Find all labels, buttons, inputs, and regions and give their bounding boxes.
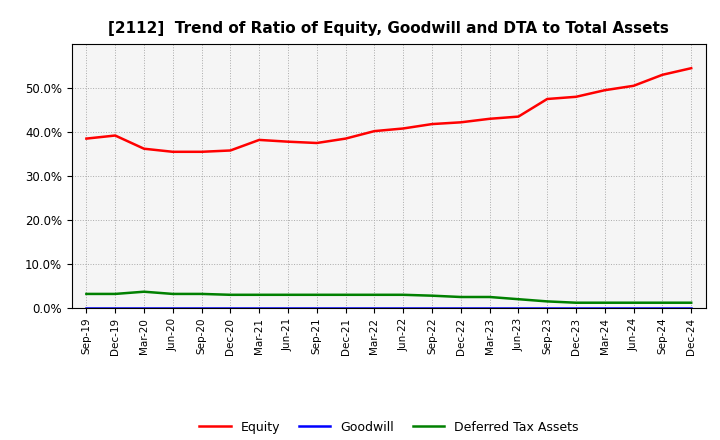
- Deferred Tax Assets: [514, 297, 523, 302]
- Goodwill: [428, 305, 436, 311]
- Deferred Tax Assets: [111, 291, 120, 297]
- Goodwill: [514, 305, 523, 311]
- Goodwill: [197, 305, 206, 311]
- Deferred Tax Assets: [341, 292, 350, 297]
- Equity: [255, 137, 264, 143]
- Goodwill: [485, 305, 494, 311]
- Deferred Tax Assets: [197, 291, 206, 297]
- Equity: [399, 126, 408, 131]
- Goodwill: [399, 305, 408, 311]
- Goodwill: [284, 305, 292, 311]
- Equity: [428, 121, 436, 127]
- Goodwill: [658, 305, 667, 311]
- Line: Equity: Equity: [86, 68, 691, 152]
- Goodwill: [687, 305, 696, 311]
- Equity: [485, 116, 494, 121]
- Equity: [111, 133, 120, 138]
- Equity: [514, 114, 523, 119]
- Deferred Tax Assets: [140, 289, 148, 294]
- Goodwill: [255, 305, 264, 311]
- Equity: [572, 94, 580, 99]
- Equity: [312, 140, 321, 146]
- Equity: [341, 136, 350, 141]
- Goodwill: [226, 305, 235, 311]
- Goodwill: [600, 305, 609, 311]
- Deferred Tax Assets: [168, 291, 177, 297]
- Equity: [197, 149, 206, 154]
- Equity: [226, 148, 235, 153]
- Goodwill: [341, 305, 350, 311]
- Deferred Tax Assets: [428, 293, 436, 298]
- Deferred Tax Assets: [255, 292, 264, 297]
- Deferred Tax Assets: [226, 292, 235, 297]
- Deferred Tax Assets: [82, 291, 91, 297]
- Deferred Tax Assets: [312, 292, 321, 297]
- Equity: [140, 146, 148, 151]
- Goodwill: [629, 305, 638, 311]
- Deferred Tax Assets: [572, 300, 580, 305]
- Equity: [687, 66, 696, 71]
- Legend: Equity, Goodwill, Deferred Tax Assets: Equity, Goodwill, Deferred Tax Assets: [194, 416, 583, 439]
- Equity: [456, 120, 465, 125]
- Deferred Tax Assets: [370, 292, 379, 297]
- Deferred Tax Assets: [399, 292, 408, 297]
- Deferred Tax Assets: [658, 300, 667, 305]
- Deferred Tax Assets: [687, 300, 696, 305]
- Title: [2112]  Trend of Ratio of Equity, Goodwill and DTA to Total Assets: [2112] Trend of Ratio of Equity, Goodwil…: [109, 21, 669, 36]
- Goodwill: [82, 305, 91, 311]
- Deferred Tax Assets: [543, 299, 552, 304]
- Deferred Tax Assets: [629, 300, 638, 305]
- Equity: [370, 128, 379, 134]
- Goodwill: [370, 305, 379, 311]
- Equity: [543, 96, 552, 102]
- Goodwill: [168, 305, 177, 311]
- Equity: [600, 88, 609, 93]
- Goodwill: [543, 305, 552, 311]
- Goodwill: [456, 305, 465, 311]
- Deferred Tax Assets: [284, 292, 292, 297]
- Equity: [284, 139, 292, 144]
- Equity: [82, 136, 91, 141]
- Equity: [658, 72, 667, 77]
- Goodwill: [572, 305, 580, 311]
- Goodwill: [111, 305, 120, 311]
- Equity: [168, 149, 177, 154]
- Deferred Tax Assets: [485, 294, 494, 300]
- Equity: [629, 83, 638, 88]
- Line: Deferred Tax Assets: Deferred Tax Assets: [86, 292, 691, 303]
- Goodwill: [312, 305, 321, 311]
- Goodwill: [140, 305, 148, 311]
- Deferred Tax Assets: [456, 294, 465, 300]
- Deferred Tax Assets: [600, 300, 609, 305]
